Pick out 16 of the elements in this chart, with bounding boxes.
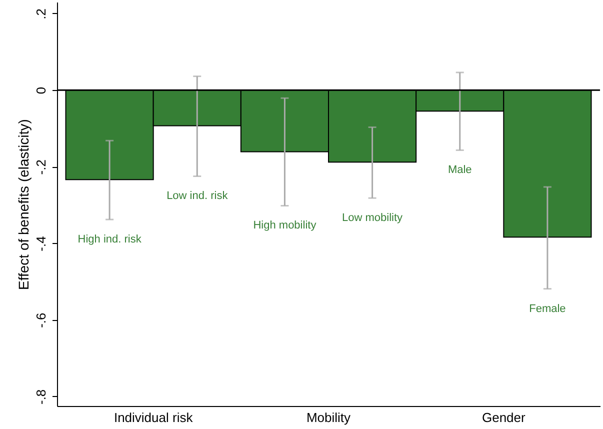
x-tick-label: Low mobility xyxy=(342,212,404,224)
y-tick-label: .2 xyxy=(34,8,48,20)
x-tick-label: Female xyxy=(529,302,566,315)
x-tick-label: High ind. risk xyxy=(78,234,142,246)
text: Individual risk xyxy=(114,410,194,425)
x-tick-label: Male xyxy=(448,164,472,176)
text: Mobility xyxy=(306,410,352,425)
text: Gender xyxy=(482,410,526,425)
y-tick-label: -.6 xyxy=(34,312,48,328)
x-tick-label: Low ind. risk xyxy=(166,190,228,202)
x-tick-label: High mobility xyxy=(253,220,317,232)
y-tick-label: 0 xyxy=(34,86,48,94)
y-axis-title: Effect of benefits (elasticity) xyxy=(16,119,32,290)
y-tick-label: -.8 xyxy=(34,389,48,405)
y-tick-label: -.2 xyxy=(34,160,48,175)
y-tick-label: -.4 xyxy=(34,236,48,252)
